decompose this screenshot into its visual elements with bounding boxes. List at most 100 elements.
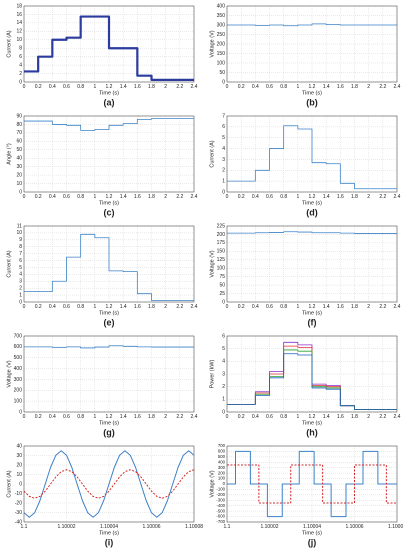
- data-line: [227, 125, 397, 190]
- y-tick-label: 5: [222, 346, 225, 352]
- x-tick-label: 0.8: [280, 304, 287, 310]
- data-line: [24, 118, 194, 131]
- x-tick-label: 0.2: [238, 194, 245, 200]
- y-tick-label: 0: [222, 79, 225, 85]
- x-tick-label: 0.4: [252, 414, 259, 420]
- x-tick-label: 1.2: [309, 414, 316, 420]
- y-tick-label: 6: [19, 54, 22, 60]
- x-tick-label: 1.10006: [345, 524, 363, 530]
- y-tick-label: 8: [19, 46, 22, 52]
- y-tick-label: -600: [216, 514, 225, 519]
- y-tick-label: 70: [16, 130, 22, 136]
- y-tick-label: 60: [16, 139, 22, 145]
- y-tick-label: -20: [15, 500, 22, 506]
- y-tick-label: 10: [16, 230, 22, 236]
- y-tick-label: 20: [16, 462, 22, 468]
- y-tick-label: 350: [217, 13, 226, 19]
- y-tick-label: 1: [222, 178, 225, 184]
- y-tick-label: 200: [217, 232, 226, 238]
- x-tick-label: 0.2: [35, 84, 42, 90]
- y-tick-label: 150: [217, 249, 226, 255]
- y-tick-label: 4: [222, 146, 225, 152]
- y-tick-label: 80: [16, 122, 22, 128]
- x-tick-label: 2.2: [176, 84, 183, 90]
- y-tick-label: 0: [19, 409, 22, 415]
- x-tick-label: 1.10004: [100, 524, 118, 530]
- x-tick-label: 2.4: [394, 194, 401, 200]
- x-tick-label: 0.8: [280, 194, 287, 200]
- data-line: [227, 464, 397, 504]
- x-tick-label: 0.2: [35, 414, 42, 420]
- x-tick-label: 1.4: [120, 194, 127, 200]
- y-tick-label: 175: [217, 240, 226, 246]
- x-tick-label: 0.2: [238, 414, 245, 420]
- x-tick-label: 1.8: [351, 304, 358, 310]
- x-tick-label: 1.6: [337, 414, 344, 420]
- x-tick-label: 0.6: [266, 194, 273, 200]
- x-tick-label: 2.4: [191, 414, 198, 420]
- x-tick-label: 1.4: [120, 414, 127, 420]
- y-axis-label: Current (A): [209, 140, 215, 167]
- data-line: [227, 23, 397, 27]
- y-axis-label: Current (A): [6, 250, 12, 277]
- y-tick-label: 300: [218, 465, 226, 470]
- caption: (i): [105, 537, 114, 547]
- x-tick-label: 1.4: [323, 194, 330, 200]
- x-tick-label: 0.2: [238, 84, 245, 90]
- y-tick-label: 4: [19, 62, 22, 68]
- x-tick-label: 1.4: [323, 84, 330, 90]
- y-axis-label: Voltage (V): [209, 30, 215, 57]
- y-tick-label: 30: [16, 453, 22, 459]
- y-tick-label: 400: [14, 366, 23, 372]
- x-tick-label: 1.6: [134, 304, 141, 310]
- caption: (a): [104, 97, 115, 107]
- x-tick-label: 1.2: [106, 194, 113, 200]
- x-tick-label: 0.2: [238, 304, 245, 310]
- y-tick-label: 100: [217, 60, 226, 66]
- x-tick-label: 1.6: [134, 194, 141, 200]
- y-tick-label: 600: [218, 449, 226, 454]
- x-tick-label: 1.8: [148, 194, 155, 200]
- x-tick-label: 2.4: [394, 84, 401, 90]
- x-tick-label: 0.6: [266, 414, 273, 420]
- x-tick-label: 1.8: [351, 194, 358, 200]
- panel: 0 1 2 3 4 5 6 0 0.2 0.4 0.6 0.8 1 1.2 1.4 1.6 1.8 2 2.2 2.4…: [209, 333, 400, 437]
- y-tick-label: 225: [217, 223, 226, 229]
- x-tick-label: 2: [164, 414, 167, 420]
- y-tick-label: 0: [19, 481, 22, 487]
- y-tick-label: 75: [219, 274, 225, 280]
- x-tick-label: 2.2: [379, 414, 386, 420]
- x-tick-label: 0: [226, 304, 229, 310]
- x-tick-label: 0.6: [63, 414, 70, 420]
- y-axis-label: Current (A): [6, 470, 12, 497]
- x-axis-label: Time (s): [302, 310, 322, 316]
- x-tick-label: 1: [93, 194, 96, 200]
- y-tick-label: -200: [216, 492, 225, 497]
- y-tick-label: 8: [19, 244, 22, 250]
- y-tick-label: 18: [16, 3, 22, 9]
- x-tick-label: 0.6: [63, 194, 70, 200]
- x-tick-label: 0.8: [77, 194, 84, 200]
- y-tick-label: 400: [217, 3, 226, 9]
- plot-frame: [23, 445, 195, 523]
- x-tick-label: 1.1: [21, 524, 28, 530]
- y-axis-label: Angle (°): [6, 143, 12, 165]
- y-tick-label: 200: [14, 388, 23, 394]
- x-tick-label: 0.8: [280, 84, 287, 90]
- y-tick-label: 25: [219, 291, 225, 297]
- y-tick-label: 0: [222, 189, 225, 195]
- panel: 0 50 100 150 200 250 300 350 400 0 0.2 0.4 0.6 0.8 1 1.…: [209, 3, 400, 107]
- y-tick-label: 200: [217, 41, 226, 47]
- y-tick-label: 10: [16, 181, 22, 187]
- x-tick-label: 0.2: [35, 194, 42, 200]
- x-tick-label: 1.2: [309, 304, 316, 310]
- x-tick-label: 0.4: [49, 84, 56, 90]
- y-tick-label: 700: [14, 333, 23, 339]
- x-axis-label: Time (s): [302, 200, 322, 206]
- y-tick-label: 11: [17, 223, 22, 229]
- x-tick-label: 1.10004: [303, 524, 321, 530]
- x-axis-label: Time (s): [302, 90, 322, 96]
- x-tick-label: 2: [367, 304, 370, 310]
- caption: (b): [306, 97, 318, 107]
